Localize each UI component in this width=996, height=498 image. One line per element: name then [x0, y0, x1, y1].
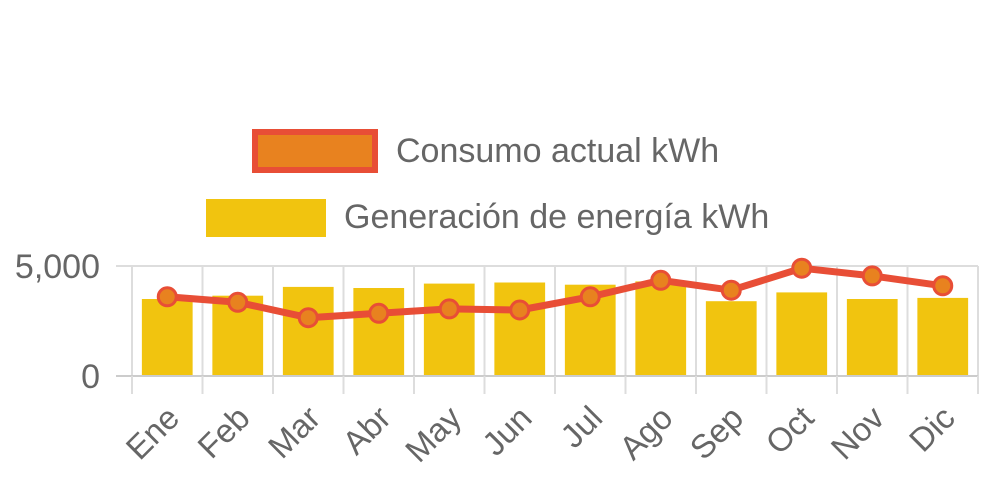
- bar-generacion[interactable]: [776, 292, 828, 376]
- point-consumo[interactable]: [227, 291, 249, 313]
- point-consumo[interactable]: [509, 299, 531, 321]
- y-tick-label: 0: [81, 358, 100, 396]
- x-tick-label: Feb: [190, 399, 256, 465]
- bar-generacion[interactable]: [846, 299, 898, 376]
- x-tick-label: Sep: [683, 399, 751, 467]
- point-consumo[interactable]: [297, 307, 319, 329]
- bar-generacion[interactable]: [705, 301, 757, 376]
- x-tick-label: Ene: [119, 399, 187, 467]
- legend-swatch-consumo: [252, 129, 378, 173]
- axes: [116, 375, 979, 394]
- x-tick-label: May: [398, 398, 469, 469]
- x-tick-labels: Ene Feb Mar Abr May Jun Jul Ago Sep Oct Nov Dic: [119, 398, 962, 469]
- point-consumo[interactable]: [861, 265, 883, 287]
- x-tick-label: Ago: [612, 399, 680, 467]
- point-consumo[interactable]: [791, 257, 813, 279]
- legend-item-generacion[interactable]: Generación de energía kWh: [206, 198, 769, 237]
- bars-generacion: [141, 281, 969, 377]
- point-consumo[interactable]: [650, 269, 672, 291]
- x-tick-label: Nov: [824, 398, 892, 466]
- x-tick-label: Mar: [261, 399, 327, 465]
- bar-generacion[interactable]: [353, 288, 405, 376]
- x-tick-label: Oct: [758, 399, 820, 461]
- bar-generacion[interactable]: [423, 283, 475, 376]
- bar-generacion[interactable]: [494, 282, 546, 377]
- legend-swatch-generacion: [206, 198, 326, 237]
- point-consumo[interactable]: [932, 275, 954, 297]
- legend-item-consumo[interactable]: Consumo actual kWh: [252, 129, 719, 173]
- bar-generacion[interactable]: [282, 286, 334, 376]
- x-tick-label: Jun: [475, 399, 539, 463]
- x-tick-label: Jul: [553, 399, 609, 455]
- point-consumo[interactable]: [438, 298, 460, 320]
- point-consumo[interactable]: [579, 286, 601, 308]
- point-consumo[interactable]: [156, 286, 178, 308]
- point-consumo[interactable]: [720, 279, 742, 301]
- legend-label-generacion: Generación de energía kWh: [344, 198, 770, 236]
- bar-generacion[interactable]: [635, 281, 687, 376]
- line-consumo: [156, 257, 954, 329]
- y-tick-labels: 0 5,000: [15, 248, 100, 396]
- x-tick-label: Abr: [335, 399, 397, 461]
- y-tick-label: 5,000: [15, 248, 100, 286]
- point-consumo[interactable]: [368, 302, 390, 324]
- x-tick-label: Dic: [902, 399, 962, 459]
- bar-generacion[interactable]: [141, 299, 193, 376]
- line-consumo-path: [166, 264, 944, 322]
- bar-generacion[interactable]: [917, 297, 969, 376]
- legend-label-consumo: Consumo actual kWh: [396, 131, 720, 170]
